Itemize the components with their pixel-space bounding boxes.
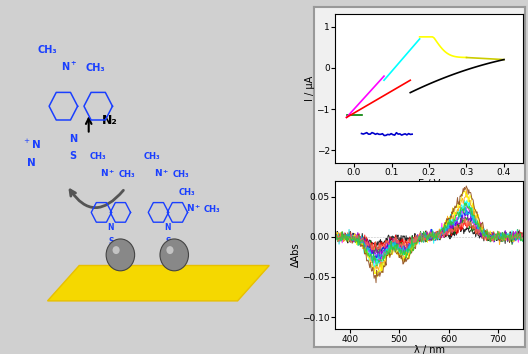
Text: CH₃: CH₃: [118, 170, 135, 179]
Text: $\mathbf{N^+}$: $\mathbf{N^+}$: [185, 203, 201, 215]
Text: CH₃: CH₃: [144, 152, 161, 161]
Polygon shape: [48, 266, 269, 301]
Text: $\mathbf{N^+}$: $\mathbf{N^+}$: [100, 167, 116, 179]
Text: S: S: [69, 151, 77, 161]
Text: CH₃: CH₃: [172, 170, 189, 179]
Text: S: S: [108, 237, 114, 246]
Circle shape: [112, 246, 120, 254]
Text: N: N: [165, 223, 171, 232]
Circle shape: [160, 239, 188, 271]
Text: S: S: [165, 237, 171, 246]
Text: $^+$N: $^+$N: [22, 138, 41, 151]
Text: N: N: [69, 133, 77, 144]
Text: CH₃: CH₃: [37, 45, 58, 55]
Text: $\mathbf{N^+}$: $\mathbf{N^+}$: [154, 167, 169, 179]
X-axis label: λ / nm: λ / nm: [413, 345, 445, 354]
Text: CH₃: CH₃: [85, 63, 105, 73]
X-axis label: E / V: E / V: [418, 179, 440, 189]
Text: CH₃: CH₃: [178, 188, 195, 197]
Text: N₂: N₂: [101, 114, 117, 127]
Circle shape: [166, 246, 174, 254]
Y-axis label: I / μA: I / μA: [305, 76, 315, 101]
Text: N: N: [108, 223, 114, 232]
Text: $\bf{N}^+$: $\bf{N}^+$: [61, 60, 78, 73]
Text: N: N: [27, 158, 36, 169]
Text: CH₃: CH₃: [204, 205, 221, 215]
Text: CH₃: CH₃: [90, 152, 107, 161]
Circle shape: [106, 239, 135, 271]
Y-axis label: ΔAbs: ΔAbs: [291, 242, 301, 267]
